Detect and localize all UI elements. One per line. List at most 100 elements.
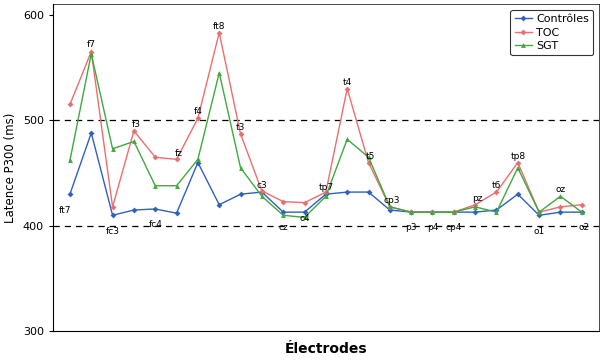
Text: f7: f7 bbox=[87, 40, 96, 49]
Legend: Contrôles, TOC, SGT: Contrôles, TOC, SGT bbox=[510, 10, 593, 55]
TOC bbox=[151, 155, 159, 159]
Line: SGT: SGT bbox=[68, 51, 584, 220]
SGT bbox=[237, 166, 244, 170]
SGT bbox=[557, 194, 564, 198]
TOC bbox=[216, 31, 223, 35]
TOC bbox=[493, 190, 500, 194]
Contrôles bbox=[493, 208, 500, 212]
SGT bbox=[514, 166, 522, 170]
SGT bbox=[578, 210, 586, 214]
TOC bbox=[87, 50, 95, 54]
SGT bbox=[87, 51, 95, 56]
SGT bbox=[151, 184, 159, 188]
TOC bbox=[237, 132, 244, 136]
Text: p4: p4 bbox=[427, 224, 438, 233]
Contrôles bbox=[151, 207, 159, 211]
Contrôles bbox=[344, 190, 351, 194]
TOC bbox=[109, 205, 116, 209]
Contrôles bbox=[194, 160, 201, 165]
SGT bbox=[301, 215, 308, 220]
Text: cz: cz bbox=[279, 224, 288, 233]
Text: fc4: fc4 bbox=[148, 220, 162, 229]
Contrôles bbox=[450, 210, 458, 214]
Text: fz: fz bbox=[175, 149, 183, 158]
Contrôles bbox=[557, 210, 564, 214]
SGT bbox=[386, 205, 393, 209]
Text: f4: f4 bbox=[194, 107, 203, 116]
TOC bbox=[578, 203, 586, 207]
TOC bbox=[301, 201, 308, 205]
Text: fc3: fc3 bbox=[106, 227, 119, 236]
TOC bbox=[386, 205, 393, 209]
TOC bbox=[130, 129, 137, 133]
Text: pz: pz bbox=[472, 194, 482, 203]
Contrôles bbox=[87, 131, 95, 135]
Contrôles bbox=[237, 192, 244, 196]
SGT bbox=[408, 210, 415, 214]
Text: c3: c3 bbox=[256, 181, 267, 190]
Contrôles bbox=[173, 211, 180, 215]
Text: p3: p3 bbox=[405, 224, 417, 233]
TOC bbox=[194, 116, 201, 120]
Text: ft8: ft8 bbox=[213, 22, 226, 31]
TOC bbox=[408, 210, 415, 214]
Text: oz: oz bbox=[555, 185, 566, 194]
SGT bbox=[344, 137, 351, 141]
Contrôles bbox=[66, 192, 74, 196]
SGT bbox=[194, 157, 201, 162]
Contrôles bbox=[429, 210, 436, 214]
TOC bbox=[344, 86, 351, 91]
TOC bbox=[66, 102, 74, 107]
TOC bbox=[514, 160, 522, 165]
TOC bbox=[365, 160, 372, 165]
SGT bbox=[216, 71, 223, 75]
SGT bbox=[66, 158, 74, 163]
Contrôles bbox=[216, 203, 223, 207]
SGT bbox=[109, 147, 116, 151]
TOC bbox=[557, 205, 564, 209]
SGT bbox=[322, 194, 329, 198]
Text: tp8: tp8 bbox=[510, 152, 525, 161]
Contrôles bbox=[578, 210, 586, 214]
Contrôles bbox=[386, 208, 393, 212]
Line: TOC: TOC bbox=[68, 31, 584, 214]
SGT bbox=[365, 155, 372, 159]
TOC bbox=[173, 157, 180, 162]
Contrôles bbox=[408, 210, 415, 214]
Line: Contrôles: Contrôles bbox=[68, 131, 584, 217]
SGT bbox=[450, 210, 458, 214]
Contrôles bbox=[472, 210, 479, 214]
Text: f3: f3 bbox=[131, 120, 140, 129]
SGT bbox=[280, 213, 287, 217]
TOC bbox=[258, 189, 265, 193]
Text: t6: t6 bbox=[492, 181, 501, 190]
Text: ft7: ft7 bbox=[58, 206, 71, 215]
Text: t5: t5 bbox=[366, 152, 375, 161]
Contrôles bbox=[514, 192, 522, 196]
Text: cp3: cp3 bbox=[384, 196, 400, 205]
SGT bbox=[258, 194, 265, 198]
SGT bbox=[472, 205, 479, 209]
TOC bbox=[472, 203, 479, 207]
Text: o2: o2 bbox=[578, 224, 590, 233]
Text: o1: o1 bbox=[534, 227, 545, 236]
Contrôles bbox=[258, 190, 265, 194]
Text: c4: c4 bbox=[299, 214, 310, 223]
Contrôles bbox=[109, 213, 116, 217]
Contrôles bbox=[322, 192, 329, 196]
SGT bbox=[535, 210, 543, 214]
Y-axis label: Latence P300 (ms): Latence P300 (ms) bbox=[4, 113, 17, 223]
TOC bbox=[280, 199, 287, 204]
Contrôles bbox=[301, 210, 308, 214]
TOC bbox=[450, 210, 458, 214]
SGT bbox=[173, 184, 180, 188]
Text: t3: t3 bbox=[236, 123, 245, 132]
TOC bbox=[429, 210, 436, 214]
Contrôles bbox=[280, 210, 287, 214]
TOC bbox=[322, 190, 329, 194]
X-axis label: Électrodes: Électrodes bbox=[285, 342, 367, 356]
Text: tp7: tp7 bbox=[318, 183, 333, 192]
Text: t4: t4 bbox=[343, 78, 352, 87]
TOC bbox=[535, 210, 543, 214]
SGT bbox=[429, 210, 436, 214]
